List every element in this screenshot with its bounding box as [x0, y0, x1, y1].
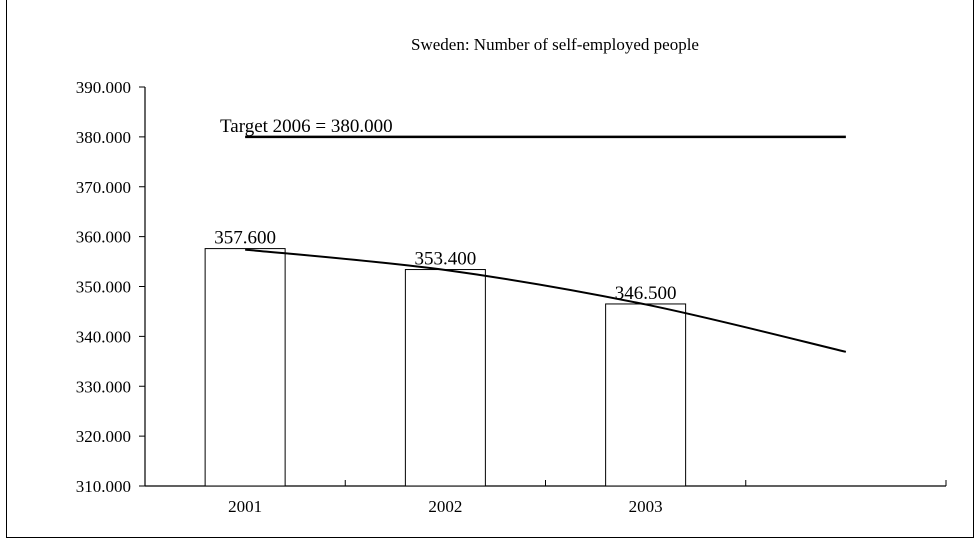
- y-tick-label: 310.000: [76, 477, 131, 496]
- y-tick-label: 340.000: [76, 327, 131, 346]
- y-tick-label: 320.000: [76, 427, 131, 446]
- x-tick-label: 2002: [428, 497, 462, 516]
- bar-data-label: 357.600: [214, 228, 276, 249]
- y-tick-label: 370.000: [76, 178, 131, 197]
- y-tick-label: 330.000: [76, 377, 131, 396]
- chart-frame: [6, 0, 974, 538]
- bar: [605, 303, 687, 487]
- x-tick-label: 2001: [228, 497, 262, 516]
- x-tick-label: 2003: [629, 497, 663, 516]
- bar: [404, 269, 486, 487]
- chart-title: Sweden: Number of self-employed people: [411, 35, 699, 54]
- y-tick-label: 390.000: [76, 78, 131, 97]
- trend-line: [245, 248, 847, 353]
- bar-data-label: 353.400: [415, 249, 477, 270]
- y-tick-label: 350.000: [76, 278, 131, 297]
- y-tick-label: 360.000: [76, 228, 131, 247]
- bar-data-label: 346.500: [615, 283, 677, 304]
- bar: [204, 248, 286, 487]
- y-tick-label: 380.000: [76, 128, 131, 147]
- target-label: Target 2006 = 380.000: [220, 116, 393, 137]
